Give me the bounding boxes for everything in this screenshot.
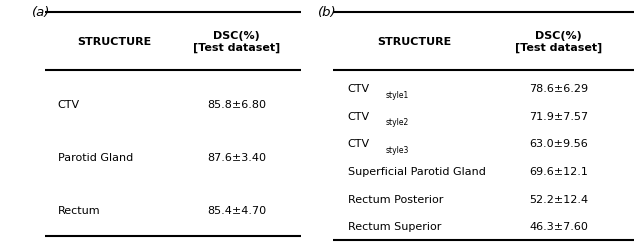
Text: Rectum: Rectum	[58, 205, 100, 215]
Text: (a): (a)	[32, 6, 51, 19]
Text: 78.6±6.29: 78.6±6.29	[529, 83, 588, 93]
Text: style3: style3	[385, 145, 409, 154]
Text: CTV: CTV	[348, 139, 370, 149]
Text: style2: style2	[385, 118, 409, 127]
Text: Rectum Posterior: Rectum Posterior	[348, 194, 444, 204]
Text: CTV: CTV	[348, 83, 370, 93]
Text: (b): (b)	[317, 6, 337, 19]
Text: 52.2±12.4: 52.2±12.4	[529, 194, 588, 204]
Text: 71.9±7.57: 71.9±7.57	[529, 111, 588, 121]
Text: 87.6±3.40: 87.6±3.40	[207, 152, 266, 163]
Text: DSC(%)
[Test dataset]: DSC(%) [Test dataset]	[193, 31, 280, 52]
Text: 85.8±6.80: 85.8±6.80	[207, 100, 266, 110]
Text: 69.6±12.1: 69.6±12.1	[529, 166, 588, 176]
Text: CTV: CTV	[348, 111, 370, 121]
Text: Parotid Gland: Parotid Gland	[58, 152, 133, 163]
Text: STRUCTURE: STRUCTURE	[377, 37, 451, 47]
Text: 46.3±7.60: 46.3±7.60	[529, 222, 588, 232]
Text: Superficial Parotid Gland: Superficial Parotid Gland	[348, 166, 486, 176]
Text: DSC(%)
[Test dataset]: DSC(%) [Test dataset]	[515, 31, 602, 52]
Text: STRUCTURE: STRUCTURE	[77, 37, 151, 47]
Text: CTV: CTV	[58, 100, 80, 110]
Text: style1: style1	[385, 90, 409, 99]
Text: 63.0±9.56: 63.0±9.56	[529, 139, 588, 149]
Text: 85.4±4.70: 85.4±4.70	[207, 205, 266, 215]
Text: Rectum Superior: Rectum Superior	[348, 222, 441, 232]
